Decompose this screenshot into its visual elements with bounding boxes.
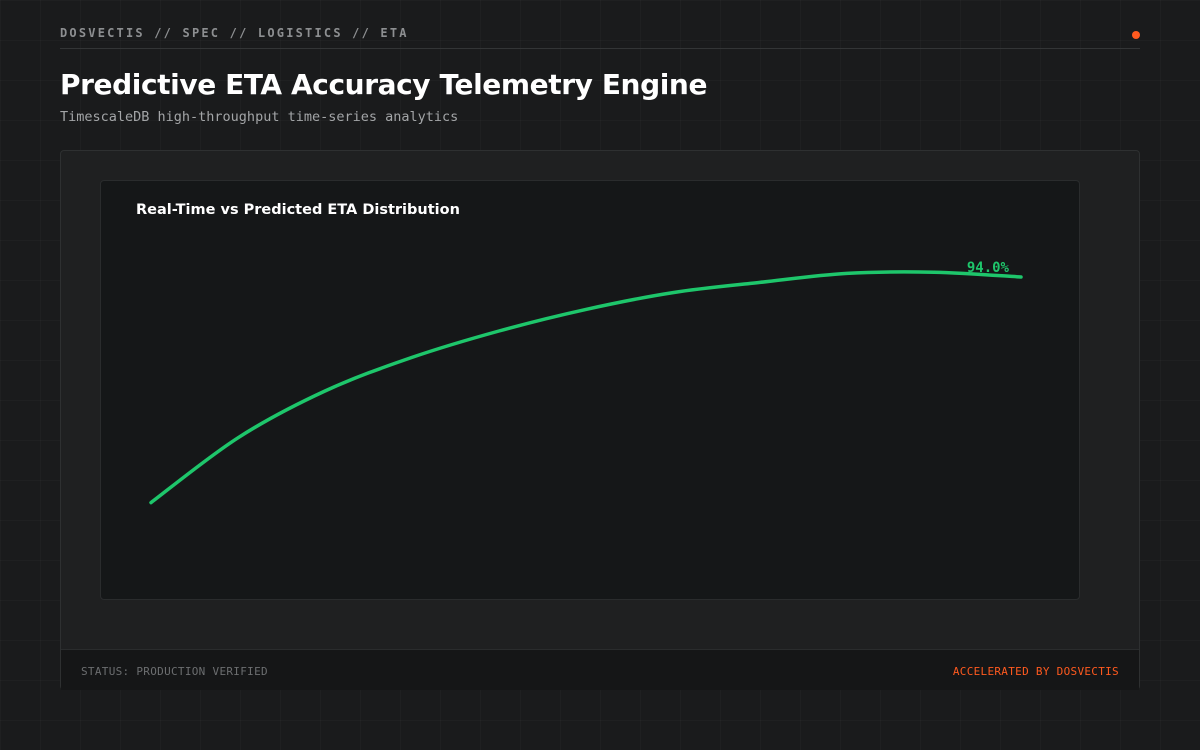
breadcrumb: DOSVECTIS // SPEC // LOGISTICS // ETA [60, 26, 409, 40]
chart-panel: Real-Time vs Predicted ETA Distribution … [100, 180, 1080, 600]
chart-card: Real-Time vs Predicted ETA Distribution … [60, 150, 1140, 690]
footer-credit: ACCELERATED BY DOSVECTIS [952, 665, 1119, 678]
top-bar: DOSVECTIS // SPEC // LOGISTICS // ETA [60, 26, 1140, 49]
page-subtitle: TimescaleDB high-throughput time-series … [60, 109, 459, 125]
page-title: Predictive ETA Accuracy Telemetry Engine [60, 68, 708, 101]
card-footer: STATUS: PRODUCTION VERIFIED ACCELERATED … [61, 649, 1139, 690]
end-value-label: 94.0% [967, 260, 1010, 276]
footer-status: STATUS: PRODUCTION VERIFIED [81, 665, 268, 678]
chart-title: Real-Time vs Predicted ETA Distribution [136, 202, 460, 218]
line-chart: 94.0% [149, 260, 1023, 505]
status-dot-icon [1132, 31, 1140, 39]
series-line [149, 270, 1023, 505]
